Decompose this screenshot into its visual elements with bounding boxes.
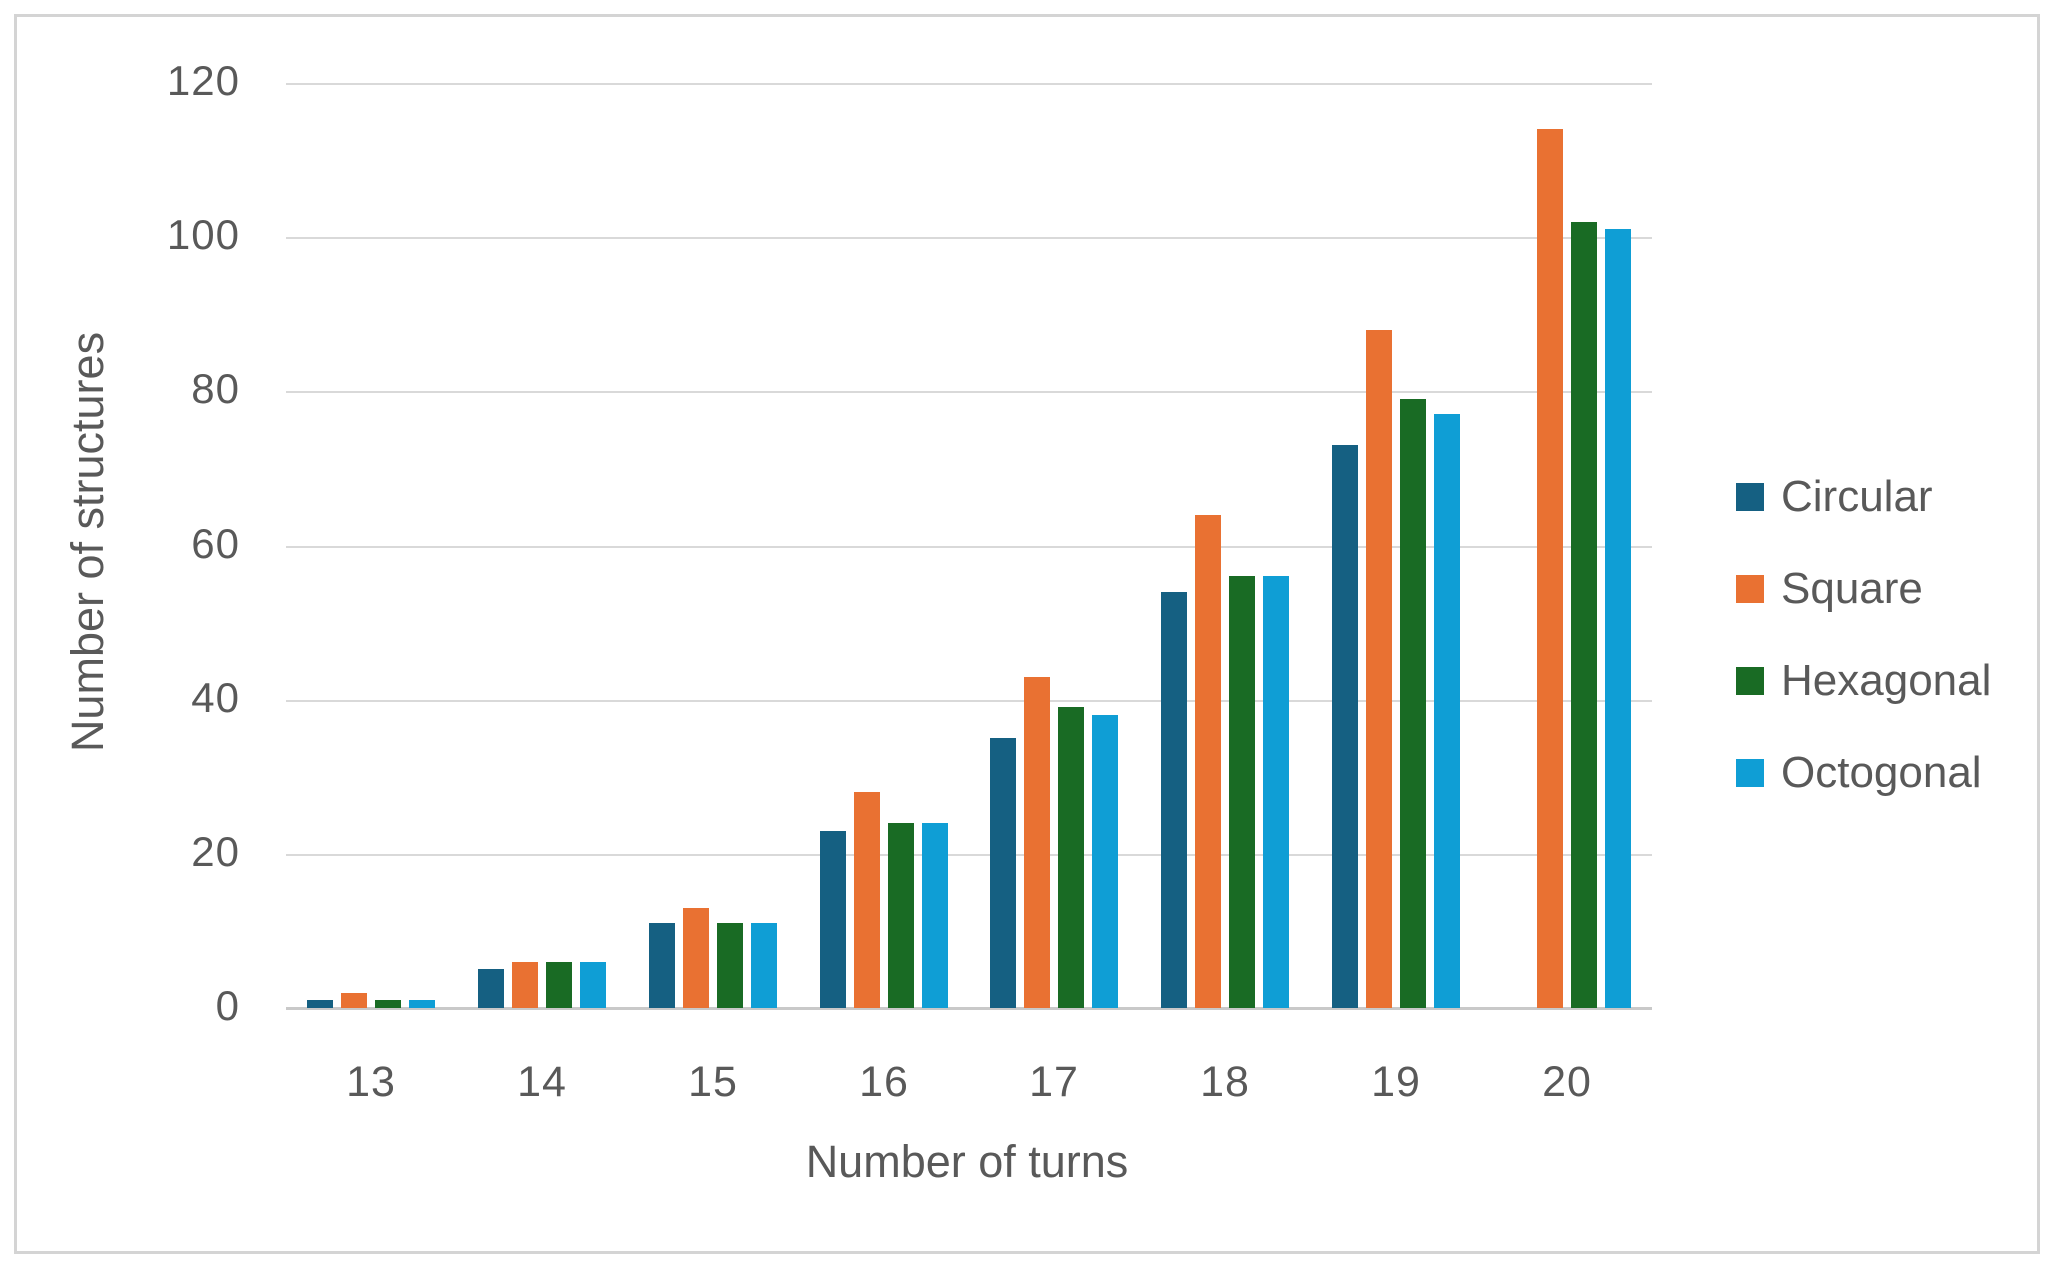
legend-item-octogonal: Octogonal (1736, 748, 1991, 798)
y-tick-label-0: 0 (215, 982, 240, 1030)
bar-hexagonal-13 (375, 1000, 401, 1008)
bar-hexagonal-18 (1229, 576, 1255, 1008)
bar-square-14 (512, 962, 538, 1008)
y-tick-label-40: 40 (191, 674, 240, 722)
bar-hexagonal-17 (1058, 707, 1084, 1008)
bar-octogonal-13 (409, 1000, 435, 1008)
x-tick-label-13: 13 (346, 1058, 396, 1106)
y-tick-label-20: 20 (191, 828, 240, 876)
gridline-y-100 (286, 237, 1652, 239)
legend-item-circular: Circular (1736, 472, 1991, 522)
y-axis-title: Number of structures (62, 331, 113, 753)
legend-swatch-square (1736, 575, 1764, 603)
bar-square-17 (1024, 677, 1050, 1008)
x-tick-label-17: 17 (1029, 1058, 1079, 1106)
bar-circular-13 (307, 1000, 333, 1008)
bar-square-16 (854, 792, 880, 1008)
bar-octogonal-15 (751, 923, 777, 1008)
bar-circular-18 (1161, 592, 1187, 1008)
bar-circular-17 (990, 738, 1016, 1008)
legend: Circular Square Hexagonal Octogonal (1736, 472, 1991, 798)
legend-swatch-hexagonal (1736, 667, 1764, 695)
y-tick-label-80: 80 (191, 365, 240, 413)
bar-circular-15 (649, 923, 675, 1008)
bar-octogonal-19 (1434, 414, 1460, 1008)
bar-octogonal-20 (1605, 229, 1631, 1008)
y-tick-label-100: 100 (166, 211, 240, 259)
bar-square-13 (341, 993, 367, 1008)
bar-hexagonal-16 (888, 823, 914, 1008)
bar-square-18 (1195, 515, 1221, 1008)
bar-hexagonal-14 (546, 962, 572, 1008)
bar-hexagonal-19 (1400, 399, 1426, 1008)
x-tick-label-19: 19 (1371, 1058, 1421, 1106)
x-tick-label-16: 16 (859, 1058, 909, 1106)
x-tick-label-15: 15 (688, 1058, 738, 1106)
x-tick-label-18: 18 (1200, 1058, 1250, 1106)
bar-circular-14 (478, 969, 504, 1008)
legend-item-square: Square (1736, 564, 1991, 614)
legend-swatch-circular (1736, 483, 1764, 511)
legend-swatch-octogonal (1736, 759, 1764, 787)
bar-octogonal-17 (1092, 715, 1118, 1008)
bar-octogonal-16 (922, 823, 948, 1008)
x-axis-title: Number of turns (805, 1136, 1129, 1187)
y-tick-label-120: 120 (166, 57, 240, 105)
legend-label-octogonal: Octogonal (1781, 748, 1982, 797)
bar-square-15 (683, 908, 709, 1008)
y-tick-label-60: 60 (191, 520, 240, 568)
gridline-y-120 (286, 83, 1652, 85)
legend-label-square: Square (1781, 564, 1923, 613)
bar-square-20 (1537, 129, 1563, 1008)
gridline-y-80 (286, 391, 1652, 393)
bar-hexagonal-20 (1571, 222, 1597, 1008)
legend-label-hexagonal: Hexagonal (1781, 656, 1992, 705)
bar-octogonal-14 (580, 962, 606, 1008)
x-tick-label-20: 20 (1542, 1058, 1592, 1106)
bar-octogonal-18 (1263, 576, 1289, 1008)
x-axis-line (286, 1007, 1652, 1010)
gridline-y-40 (286, 700, 1652, 702)
bar-square-19 (1366, 330, 1392, 1008)
x-tick-label-14: 14 (517, 1058, 567, 1106)
gridline-y-20 (286, 854, 1652, 856)
chart-border (14, 14, 2040, 1254)
gridline-y-60 (286, 546, 1652, 548)
bar-hexagonal-15 (717, 923, 743, 1008)
legend-label-circular: Circular (1781, 472, 1933, 521)
bar-circular-16 (820, 831, 846, 1008)
legend-item-hexagonal: Hexagonal (1736, 656, 1991, 706)
bar-circular-19 (1332, 445, 1358, 1008)
